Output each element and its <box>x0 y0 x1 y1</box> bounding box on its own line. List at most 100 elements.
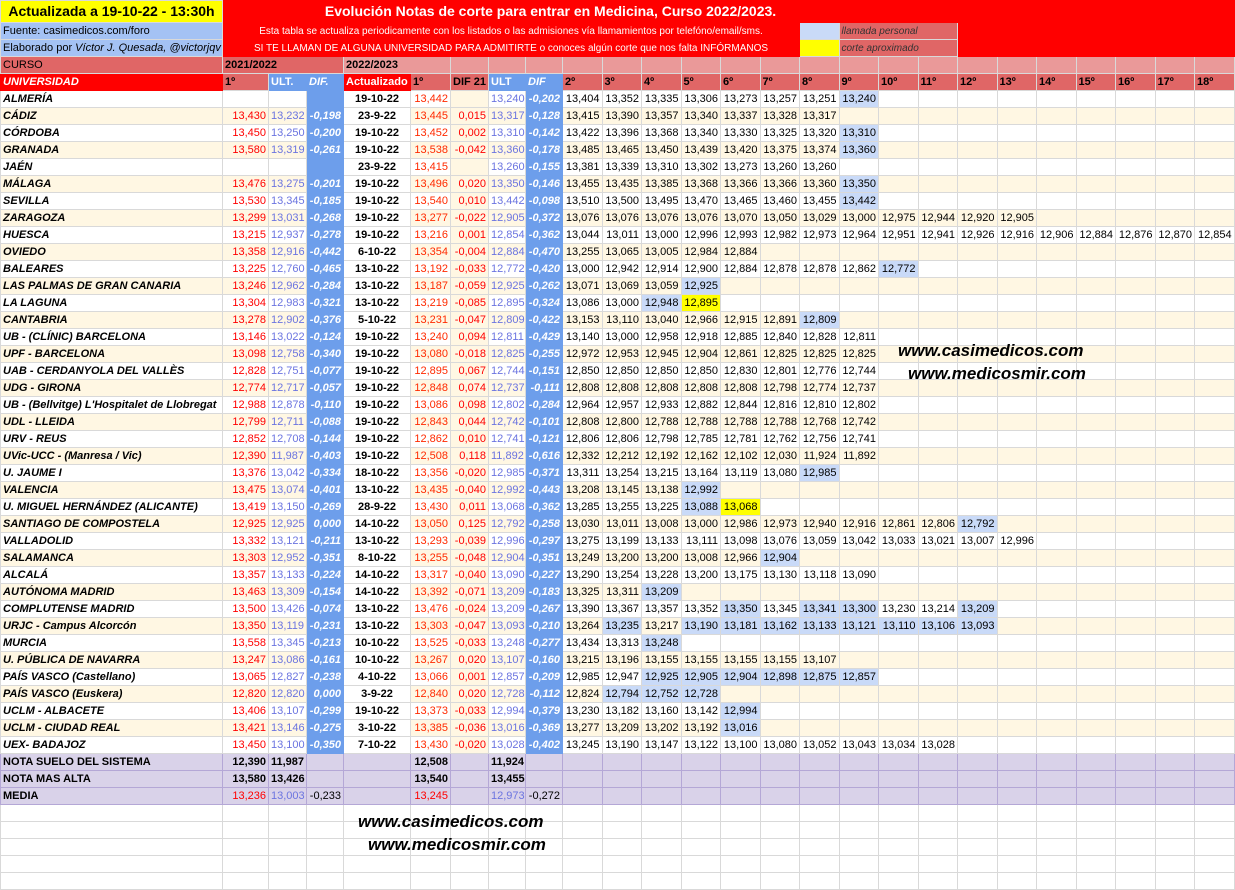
call-cutoff-cell[interactable] <box>838 651 880 669</box>
call-cutoff-cell[interactable]: 13,325 <box>562 583 603 601</box>
cutoff-cell[interactable]: 13-10-22 <box>343 481 411 499</box>
call-cutoff-cell[interactable] <box>957 345 998 363</box>
cutoff-cell[interactable]: 13,299 <box>222 209 269 227</box>
call-cutoff-cell[interactable]: 13,215 <box>562 651 603 669</box>
curso-filler-cell[interactable] <box>1154 56 1196 74</box>
call-cutoff-cell[interactable]: 13,106 <box>917 617 959 635</box>
column-header[interactable]: DIF <box>525 73 563 91</box>
call-cutoff-cell[interactable]: 12,916 <box>838 515 880 533</box>
call-cutoff-cell[interactable] <box>957 651 998 669</box>
call-cutoff-cell[interactable] <box>1115 277 1156 295</box>
cutoff-cell[interactable]: -0,144 <box>306 430 344 448</box>
call-cutoff-cell[interactable]: 12,906 <box>1036 226 1077 244</box>
call-cutoff-cell[interactable] <box>1154 481 1196 499</box>
call-cutoff-cell[interactable]: 13,130 <box>759 566 800 584</box>
cutoff-cell[interactable]: 13,042 <box>268 464 307 482</box>
empty-cell[interactable] <box>957 855 998 873</box>
call-cutoff-cell[interactable] <box>1154 549 1196 567</box>
call-cutoff-cell[interactable]: 12,840 <box>759 328 800 346</box>
cutoff-cell[interactable]: 12,774 <box>222 379 269 397</box>
column-header[interactable]: 5º <box>680 73 721 91</box>
call-cutoff-cell[interactable]: 12,878 <box>799 260 840 278</box>
call-cutoff-cell[interactable] <box>1115 328 1156 346</box>
cutoff-cell[interactable]: -0,039 <box>450 532 489 550</box>
cutoff-cell[interactable]: -0,024 <box>450 600 489 618</box>
call-cutoff-cell[interactable] <box>996 668 1038 686</box>
call-cutoff-cell[interactable] <box>917 379 959 397</box>
call-cutoff-cell[interactable]: 13,465 <box>601 141 642 159</box>
call-cutoff-cell[interactable]: 13,065 <box>601 243 642 261</box>
summary-cell[interactable] <box>957 787 998 805</box>
call-cutoff-cell[interactable]: 13,118 <box>799 566 840 584</box>
university-name[interactable]: ALMERÍA <box>0 90 223 108</box>
cutoff-cell[interactable]: 13,442 <box>488 192 526 210</box>
university-name[interactable]: PAÍS VASCO (Castellano) <box>0 668 223 686</box>
empty-cell[interactable] <box>878 838 919 856</box>
summary-cell[interactable] <box>1194 753 1235 771</box>
call-cutoff-cell[interactable] <box>996 107 1038 125</box>
call-cutoff-cell[interactable]: 13,070 <box>720 209 761 227</box>
summary-cell[interactable] <box>343 787 411 805</box>
cutoff-cell[interactable]: -0,201 <box>306 175 344 193</box>
call-cutoff-cell[interactable]: 13,016 <box>720 719 761 737</box>
call-cutoff-cell[interactable]: 12,728 <box>680 685 721 703</box>
summary-cell[interactable] <box>680 753 721 771</box>
call-cutoff-cell[interactable]: 12,830 <box>720 362 761 380</box>
call-cutoff-cell[interactable] <box>1075 447 1117 465</box>
call-cutoff-cell[interactable] <box>1036 396 1077 414</box>
cutoff-cell[interactable]: 13,442 <box>410 90 451 108</box>
cutoff-cell[interactable]: 12,711 <box>268 413 307 431</box>
call-cutoff-cell[interactable]: 13,076 <box>680 209 721 227</box>
call-cutoff-cell[interactable]: 12,933 <box>641 396 682 414</box>
call-cutoff-cell[interactable] <box>957 277 998 295</box>
summary-cell[interactable] <box>641 753 682 771</box>
call-cutoff-cell[interactable]: 13,235 <box>601 617 642 635</box>
call-cutoff-cell[interactable]: 13,182 <box>601 702 642 720</box>
cutoff-cell[interactable]: 13,540 <box>410 192 451 210</box>
university-name[interactable]: LA LAGUNA <box>0 294 223 312</box>
empty-cell[interactable] <box>306 838 344 856</box>
cutoff-cell[interactable]: -0,277 <box>525 634 563 652</box>
curso-filler-cell[interactable] <box>641 56 682 74</box>
empty-cell[interactable] <box>1115 872 1156 890</box>
call-cutoff-cell[interactable] <box>917 447 959 465</box>
summary-cell[interactable]: 12,508 <box>410 753 451 771</box>
call-cutoff-cell[interactable] <box>957 447 998 465</box>
summary-cell[interactable] <box>720 753 761 771</box>
call-cutoff-cell[interactable]: 13,138 <box>641 481 682 499</box>
call-cutoff-cell[interactable] <box>1115 600 1156 618</box>
cutoff-cell[interactable]: 14-10-22 <box>343 515 411 533</box>
call-cutoff-cell[interactable]: 13,098 <box>720 532 761 550</box>
summary-label[interactable]: NOTA SUELO DEL SISTEMA <box>0 753 223 771</box>
cutoff-cell[interactable]: 13-10-22 <box>343 277 411 295</box>
cutoff-cell[interactable]: 19-10-22 <box>343 413 411 431</box>
empty-cell[interactable] <box>1115 804 1156 822</box>
call-cutoff-cell[interactable]: 13,200 <box>601 549 642 567</box>
call-cutoff-cell[interactable] <box>1154 566 1196 584</box>
cutoff-cell[interactable]: 13,530 <box>222 192 269 210</box>
call-cutoff-cell[interactable] <box>799 583 840 601</box>
call-cutoff-cell[interactable] <box>1154 413 1196 431</box>
call-cutoff-cell[interactable] <box>1154 175 1196 193</box>
cutoff-cell[interactable]: 6-10-22 <box>343 243 411 261</box>
call-cutoff-cell[interactable] <box>1075 651 1117 669</box>
call-cutoff-cell[interactable] <box>838 277 880 295</box>
cutoff-cell[interactable]: 19-10-22 <box>343 362 411 380</box>
cutoff-cell[interactable]: 12,862 <box>410 430 451 448</box>
cutoff-cell[interactable]: 12,744 <box>488 362 526 380</box>
cutoff-cell[interactable]: -0,321 <box>306 294 344 312</box>
call-cutoff-cell[interactable] <box>1154 192 1196 210</box>
call-cutoff-cell[interactable]: 13,273 <box>720 90 761 108</box>
call-cutoff-cell[interactable]: 12,806 <box>917 515 959 533</box>
cutoff-cell[interactable]: 13-10-22 <box>343 260 411 278</box>
call-cutoff-cell[interactable] <box>917 651 959 669</box>
university-name[interactable]: MURCIA <box>0 634 223 652</box>
call-cutoff-cell[interactable] <box>1115 447 1156 465</box>
empty-cell[interactable] <box>450 872 489 890</box>
call-cutoff-cell[interactable] <box>996 311 1038 329</box>
author-cell[interactable]: Elaborado por Víctor J. Quesada, @victor… <box>0 39 223 57</box>
cutoff-cell[interactable]: -0,185 <box>306 192 344 210</box>
cutoff-cell[interactable]: -0,057 <box>306 379 344 397</box>
call-cutoff-cell[interactable]: 13,257 <box>759 90 800 108</box>
university-name[interactable]: ALCALÁ <box>0 566 223 584</box>
